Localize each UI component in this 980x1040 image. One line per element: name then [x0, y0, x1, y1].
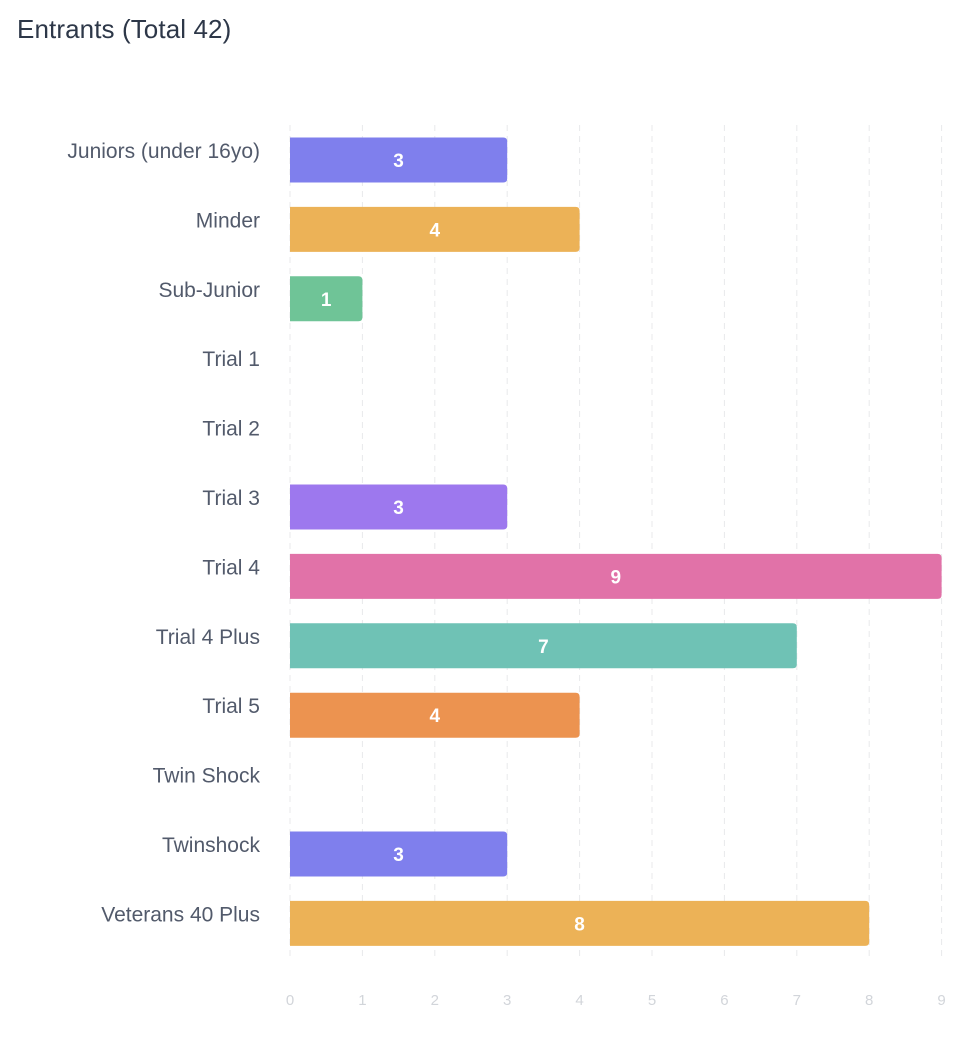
category-label: Sub-Junior [158, 279, 260, 302]
category-label: Trial 2 [202, 418, 260, 441]
category-label: Trial 1 [202, 348, 260, 371]
category-label: Trial 4 Plus [156, 626, 260, 649]
data-label: 3 [393, 498, 404, 519]
x-tick-label: 5 [648, 992, 656, 1009]
data-label: 4 [430, 706, 441, 727]
bar [290, 692, 580, 738]
x-tick-label: 9 [937, 992, 945, 1009]
data-label: 8 [574, 914, 585, 935]
data-label: 4 [430, 220, 441, 241]
bar [290, 553, 942, 599]
category-label: Veterans 40 Plus [101, 903, 260, 926]
category-label: Juniors (under 16yo) [67, 140, 260, 163]
data-label: 1 [321, 290, 332, 311]
bar [290, 484, 508, 530]
x-tick-label: 6 [720, 992, 728, 1009]
x-tick-label: 8 [865, 992, 873, 1009]
x-tick-label: 1 [358, 992, 366, 1009]
bar [290, 137, 508, 183]
bar [290, 831, 508, 877]
x-tick-label: 7 [793, 992, 801, 1009]
category-label: Twinshock [162, 834, 261, 857]
x-tick-label: 0 [286, 992, 294, 1009]
x-tick-label: 4 [575, 992, 583, 1009]
x-tick-label: 2 [431, 992, 439, 1009]
category-label: Trial 5 [202, 695, 260, 718]
bar [290, 206, 580, 252]
category-label: Minder [196, 209, 260, 232]
data-label: 3 [393, 151, 404, 172]
data-label: 3 [393, 845, 404, 866]
data-label: 7 [538, 637, 549, 658]
category-label: Trial 4 [202, 556, 260, 579]
category-label: Trial 3 [202, 487, 260, 510]
data-label: 9 [611, 567, 622, 588]
bar [290, 276, 363, 322]
chart-title: Entrants (Total 42) [17, 14, 232, 44]
bar [290, 900, 870, 946]
x-tick-label: 3 [503, 992, 511, 1009]
bar [290, 623, 797, 669]
category-label: Twin Shock [153, 765, 261, 788]
